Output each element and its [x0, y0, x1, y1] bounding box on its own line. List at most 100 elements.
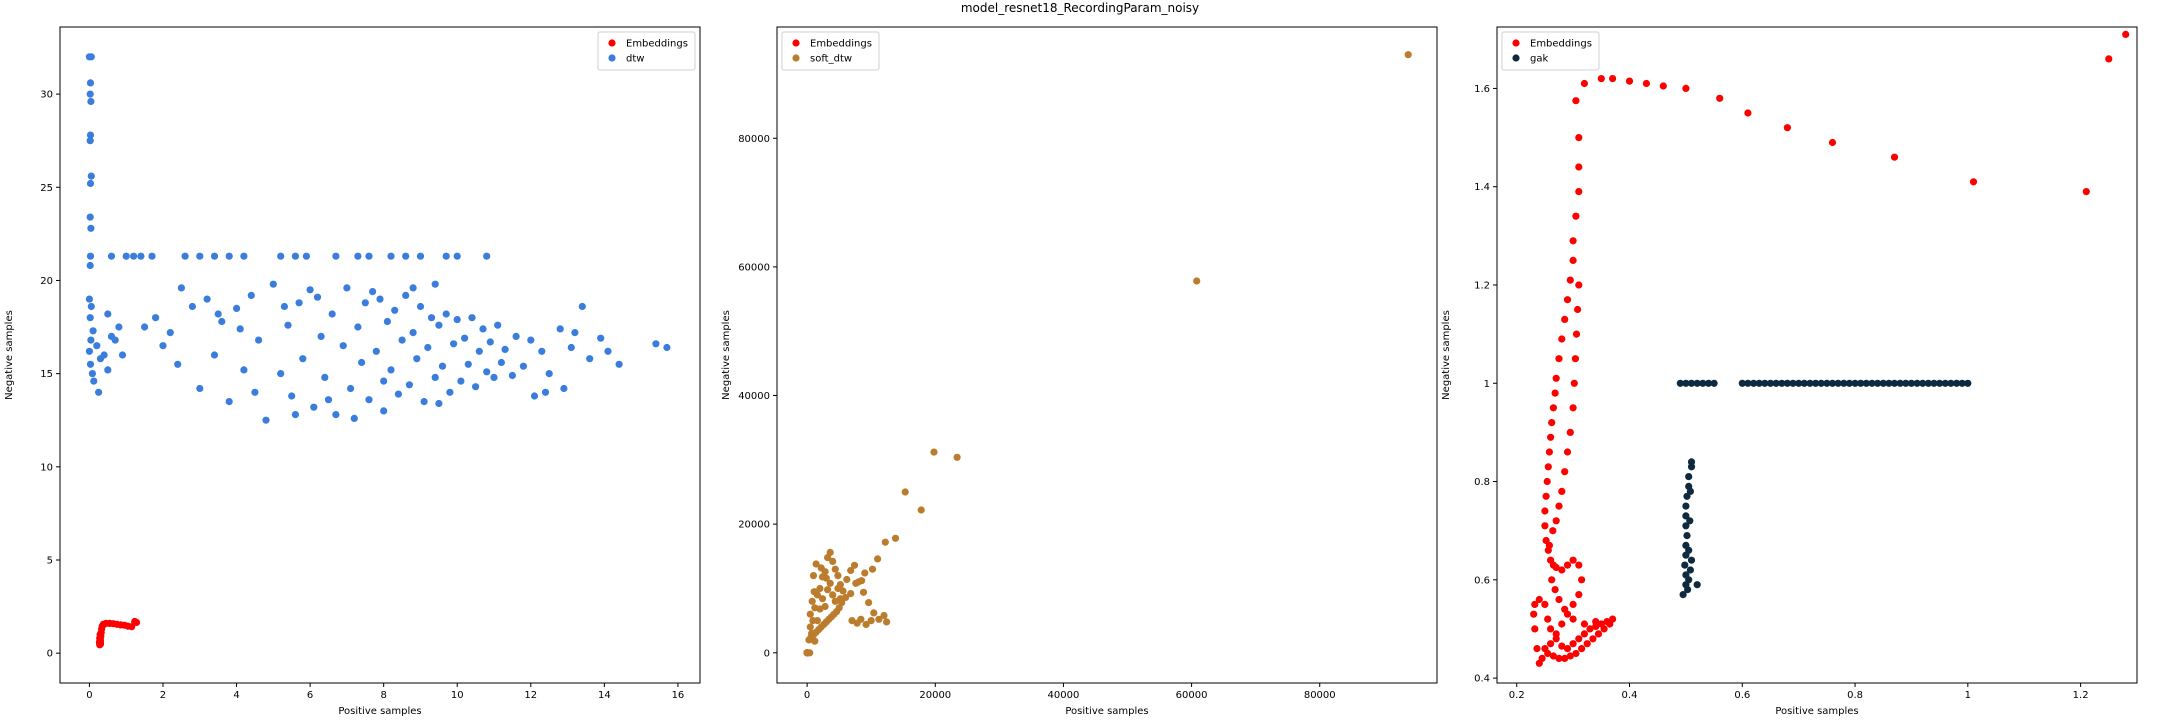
data-point [483, 368, 491, 376]
data-point [1542, 492, 1550, 500]
data-point [1800, 379, 1808, 387]
data-point [214, 310, 222, 318]
data-point [826, 579, 834, 587]
data-point [130, 252, 138, 260]
data-point [111, 336, 119, 344]
data-point [1541, 600, 1549, 609]
data-point [1548, 576, 1556, 584]
data-point [571, 329, 579, 337]
data-point [586, 355, 594, 363]
data-point [930, 448, 938, 456]
data-point [86, 360, 95, 368]
x-tick-label: 10 [451, 690, 464, 701]
data-point [854, 578, 863, 586]
data-point [859, 588, 868, 596]
data-point [1551, 389, 1559, 397]
data-point [1558, 642, 1566, 650]
data-point [501, 345, 509, 353]
data-point [901, 488, 909, 496]
data-point [435, 399, 443, 408]
x-tick-label: 0.6 [1734, 690, 1750, 701]
data-point [1583, 640, 1591, 648]
data-point [104, 310, 112, 318]
data-point [1572, 330, 1581, 338]
data-point [1682, 379, 1690, 387]
x-tick-label: 80000 [1304, 690, 1336, 701]
data-point [96, 630, 104, 639]
data-point [1571, 355, 1579, 363]
legend-label: dtw [626, 54, 644, 65]
data-point [93, 342, 101, 350]
data-point [1569, 600, 1577, 609]
data-point [132, 618, 141, 627]
data-point [95, 388, 103, 396]
y-tick-label: 1 [1484, 379, 1490, 390]
data-point [1558, 335, 1566, 343]
data-point [806, 610, 814, 618]
x-tick-label: 0 [804, 690, 810, 701]
data-point [1783, 124, 1791, 132]
x-tick-label: 6 [307, 690, 313, 701]
y-tick-label: 25 [40, 183, 53, 194]
data-point [387, 252, 395, 260]
data-point [372, 347, 380, 355]
data-point [881, 538, 889, 546]
data-point [1625, 77, 1634, 85]
y-tick-label: 20 [40, 276, 53, 287]
data-point [1907, 379, 1915, 387]
data-point [442, 252, 450, 260]
x-tick-label: 16 [672, 690, 685, 701]
data-point [86, 90, 94, 98]
data-point [1547, 640, 1555, 648]
data-point [1547, 625, 1555, 633]
data-point [85, 347, 93, 355]
data-point [486, 338, 494, 346]
legend-label: Embeddings [626, 39, 688, 50]
data-point [1679, 591, 1687, 599]
data-point [1600, 625, 1608, 633]
data-point [1682, 84, 1690, 92]
data-point [86, 213, 94, 221]
data-point [87, 336, 95, 344]
data-point [1561, 605, 1569, 613]
data-point [159, 342, 167, 350]
data-point [1868, 379, 1876, 387]
data-point [457, 377, 465, 385]
data-point [435, 321, 443, 329]
data-point [88, 370, 96, 378]
data-point [1913, 379, 1921, 387]
data-point [464, 360, 472, 368]
data-point [354, 323, 362, 331]
data-point [527, 336, 535, 344]
series-dtw [85, 53, 671, 424]
data-point [834, 584, 842, 593]
data-point [188, 302, 196, 311]
data-point [1558, 566, 1566, 574]
data-point [1572, 97, 1580, 105]
data-point [816, 584, 824, 593]
data-point [1572, 649, 1580, 658]
data-point [519, 362, 528, 370]
data-point [1575, 635, 1583, 643]
data-point [1783, 379, 1791, 387]
data-point [86, 131, 95, 139]
data-point [857, 615, 865, 623]
data-point [1885, 379, 1893, 387]
data-point [1812, 379, 1820, 387]
data-point [1750, 379, 1758, 387]
data-point [1569, 556, 1577, 564]
data-point [247, 291, 255, 299]
data-point [1642, 79, 1650, 88]
data-point [861, 569, 869, 577]
data-point [361, 299, 369, 307]
data-point [1685, 473, 1693, 481]
data-point [1552, 563, 1560, 572]
data-point [663, 343, 671, 352]
data-point [1874, 379, 1882, 387]
legend-marker [1512, 54, 1520, 62]
data-point [369, 288, 377, 296]
x-tick-label: 12 [524, 690, 537, 701]
data-point [431, 280, 439, 288]
subplot-dtw: 0 2 4 6 8 10 12 14 16 0 5 10 15 20 25 30 Positive sample… [4, 26, 701, 717]
data-point [870, 609, 878, 617]
